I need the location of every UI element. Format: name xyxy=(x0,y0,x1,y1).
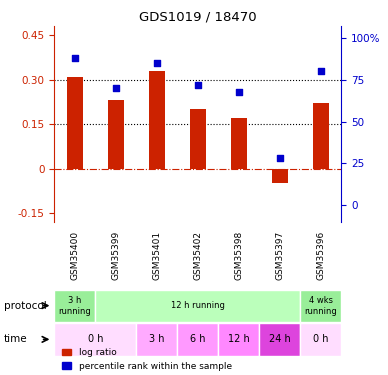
Text: 12 h: 12 h xyxy=(228,334,250,345)
Text: GSM35399: GSM35399 xyxy=(111,231,120,280)
Text: GSM35401: GSM35401 xyxy=(152,231,161,280)
Bar xyxy=(149,71,165,169)
Text: 0 h: 0 h xyxy=(313,334,329,345)
FancyBboxPatch shape xyxy=(300,323,341,356)
Text: 3 h
running: 3 h running xyxy=(59,296,91,316)
FancyBboxPatch shape xyxy=(218,323,260,356)
FancyBboxPatch shape xyxy=(177,323,218,356)
Text: protocol: protocol xyxy=(4,301,47,310)
Text: GSM35402: GSM35402 xyxy=(193,231,203,280)
FancyBboxPatch shape xyxy=(95,290,300,322)
FancyBboxPatch shape xyxy=(300,290,341,322)
Text: GSM35397: GSM35397 xyxy=(275,231,284,280)
Legend: log ratio, percentile rank within the sample: log ratio, percentile rank within the sa… xyxy=(59,345,236,374)
FancyBboxPatch shape xyxy=(136,323,177,356)
Bar xyxy=(313,104,329,169)
Bar xyxy=(272,169,288,183)
Point xyxy=(72,55,78,61)
FancyBboxPatch shape xyxy=(54,323,136,356)
Point xyxy=(195,82,201,88)
Text: GSM35398: GSM35398 xyxy=(234,231,243,280)
Bar xyxy=(231,118,247,169)
Title: GDS1019 / 18470: GDS1019 / 18470 xyxy=(139,11,257,24)
Bar xyxy=(107,100,124,169)
FancyBboxPatch shape xyxy=(260,323,300,356)
Text: 0 h: 0 h xyxy=(88,334,103,345)
Text: 24 h: 24 h xyxy=(269,334,291,345)
Point xyxy=(113,85,119,91)
Text: 6 h: 6 h xyxy=(190,334,206,345)
Point xyxy=(277,155,283,161)
Text: 12 h running: 12 h running xyxy=(171,302,225,310)
Text: 3 h: 3 h xyxy=(149,334,165,345)
Text: GSM35400: GSM35400 xyxy=(70,231,79,280)
Bar xyxy=(190,109,206,169)
Text: 4 wks
running: 4 wks running xyxy=(305,296,337,316)
Text: GSM35396: GSM35396 xyxy=(317,231,326,280)
Bar xyxy=(67,76,83,169)
Text: time: time xyxy=(4,334,28,344)
FancyBboxPatch shape xyxy=(54,290,95,322)
Point xyxy=(318,68,324,74)
Point xyxy=(154,60,160,66)
Point xyxy=(236,88,242,94)
